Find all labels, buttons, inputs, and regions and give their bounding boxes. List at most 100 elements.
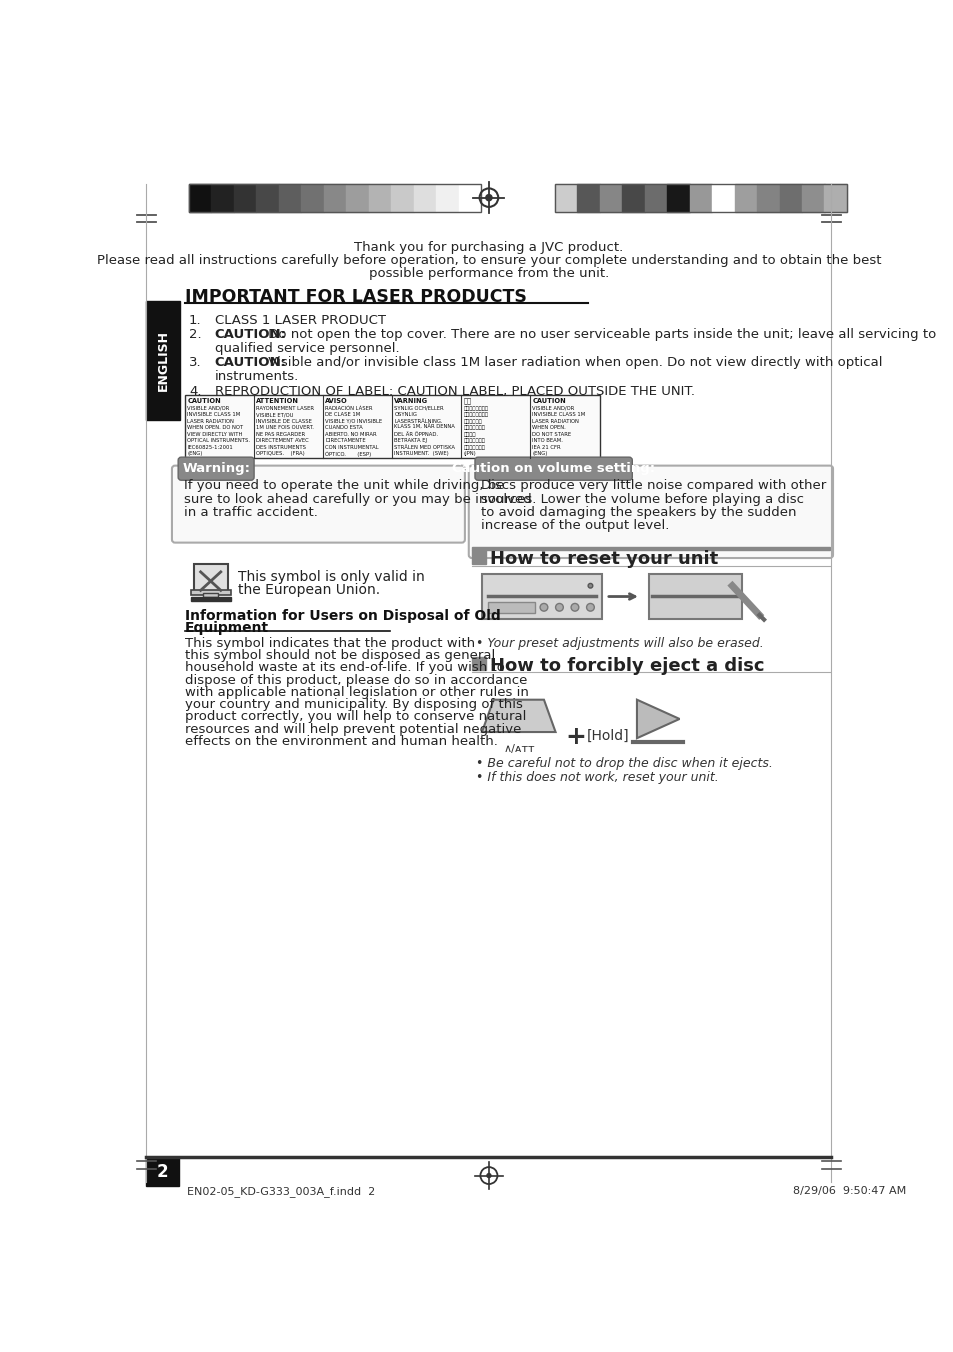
Bar <box>191 596 231 602</box>
Bar <box>391 184 414 211</box>
Text: CAUTION: CAUTION <box>532 397 565 404</box>
Bar <box>146 301 180 420</box>
Text: • Be careful not to drop the disc when it ejects.: • Be careful not to drop the disc when i… <box>476 757 772 771</box>
Text: レーザー放射が: レーザー放射が <box>463 425 485 430</box>
Bar <box>621 184 644 211</box>
Text: in a traffic accident.: in a traffic accident. <box>184 506 318 519</box>
Text: LASER RADIATION: LASER RADIATION <box>532 419 578 423</box>
Text: ここを開くと視覚: ここを開くと視覚 <box>463 406 488 411</box>
Text: AVISO: AVISO <box>325 397 348 404</box>
Bar <box>436 184 458 211</box>
Text: 光学機器を使用: 光学機器を使用 <box>463 438 485 443</box>
Bar <box>278 184 301 211</box>
Text: IEC60825-1:2001: IEC60825-1:2001 <box>187 445 233 450</box>
Bar <box>458 184 480 211</box>
Text: effects on the environment and human health.: effects on the environment and human hea… <box>185 735 497 748</box>
Text: INSTRUMENT.  (SWE): INSTRUMENT. (SWE) <box>394 452 449 457</box>
Text: LASER RADIATION: LASER RADIATION <box>187 419 234 423</box>
Text: 3.: 3. <box>189 357 201 369</box>
Text: DIRECTAMENTE: DIRECTAMENTE <box>325 438 366 443</box>
Bar <box>644 184 666 211</box>
Text: のクラス１Ｍ: のクラス１Ｍ <box>463 419 481 423</box>
FancyBboxPatch shape <box>468 465 832 558</box>
Text: dispose of this product, please do so in accordance: dispose of this product, please do so in… <box>185 673 527 687</box>
Text: ABIERTO. NO MIRAR: ABIERTO. NO MIRAR <box>325 431 376 437</box>
Text: Discs produce very little noise compared with other: Discs produce very little noise compared… <box>480 480 825 492</box>
Bar <box>757 184 779 211</box>
Text: How to forcibly eject a disc: How to forcibly eject a disc <box>490 657 764 675</box>
Text: INTO BEAM.: INTO BEAM. <box>532 438 562 443</box>
Text: This symbol indicates that the product with: This symbol indicates that the product w… <box>185 637 475 649</box>
Text: STRÅLEN MED OPTISKA: STRÅLEN MED OPTISKA <box>394 445 455 450</box>
Text: DES INSTRUMENTS: DES INSTRUMENTS <box>256 445 306 450</box>
Text: household waste at its end-of-life. If you wish to: household waste at its end-of-life. If y… <box>185 661 504 675</box>
Circle shape <box>539 603 547 611</box>
Circle shape <box>485 195 492 200</box>
Bar <box>233 184 256 211</box>
Bar <box>823 184 846 211</box>
Bar <box>189 184 212 211</box>
Circle shape <box>586 603 594 611</box>
Text: your country and municipality. By disposing of this: your country and municipality. By dispos… <box>185 698 522 711</box>
Text: 2.: 2. <box>189 327 201 341</box>
Text: This symbol is only valid in: This symbol is only valid in <box>237 571 424 584</box>
Bar <box>599 184 621 211</box>
Bar <box>734 184 757 211</box>
Text: Do not open the top cover. There are no user serviceable parts inside the unit; : Do not open the top cover. There are no … <box>264 327 936 341</box>
Text: possible performance from the unit.: possible performance from the unit. <box>369 266 608 280</box>
Text: ないで下さい。: ないで下さい。 <box>463 445 485 450</box>
Text: DIRECTEMENT AVEC: DIRECTEMENT AVEC <box>256 438 309 443</box>
Text: REPRODUCTION OF LABEL: CAUTION LABEL, PLACED OUTSIDE THE UNIT.: REPRODUCTION OF LABEL: CAUTION LABEL, PL… <box>214 385 694 397</box>
Bar <box>801 184 823 211</box>
Text: Visible and/or invisible class 1M laser radiation when open. Do not view directl: Visible and/or invisible class 1M laser … <box>264 357 882 369</box>
Bar <box>256 184 278 211</box>
Bar <box>414 184 436 211</box>
Text: DO NOT STARE: DO NOT STARE <box>532 431 571 437</box>
Text: instruments.: instruments. <box>214 370 298 383</box>
Bar <box>301 184 323 211</box>
Bar <box>472 657 485 671</box>
Text: Information for Users on Disposal of Old: Information for Users on Disposal of Old <box>185 608 500 623</box>
Text: VISIBLE AND/OR: VISIBLE AND/OR <box>532 406 574 411</box>
Bar <box>212 184 233 211</box>
Text: product correctly, you will help to conserve natural: product correctly, you will help to cons… <box>185 711 526 723</box>
Text: Warning:: Warning: <box>182 462 250 475</box>
Text: OPTIQUES.    (FRA): OPTIQUES. (FRA) <box>256 452 305 457</box>
Text: RADIACIÓN LÁSER: RADIACIÓN LÁSER <box>325 406 373 411</box>
Text: OSYNLIG: OSYNLIG <box>394 412 416 418</box>
Bar <box>189 184 480 211</box>
Text: WHEN OPEN. DO NOT: WHEN OPEN. DO NOT <box>187 425 243 430</box>
Text: with applicable national legislation or other rules in: with applicable national legislation or … <box>185 685 529 699</box>
Text: Caution on volume setting:: Caution on volume setting: <box>451 462 654 475</box>
Text: BETRAKTA EJ: BETRAKTA EJ <box>394 438 427 443</box>
FancyBboxPatch shape <box>172 465 464 542</box>
Bar <box>555 184 846 211</box>
Text: • If this does not work, reset your unit.: • If this does not work, reset your unit… <box>476 771 718 784</box>
Text: INVISIBLE CLASS 1M: INVISIBLE CLASS 1M <box>187 412 240 418</box>
Text: ENGLISH: ENGLISH <box>156 330 170 391</box>
Text: CON INSTRUMENTAL: CON INSTRUMENTAL <box>325 445 378 450</box>
Text: INVISIBLE CLASS 1M: INVISIBLE CLASS 1M <box>532 412 585 418</box>
Text: sure to look ahead carefully or you may be involved: sure to look ahead carefully or you may … <box>184 492 532 506</box>
Text: to avoid damaging the speakers by the sudden: to avoid damaging the speakers by the su… <box>480 506 796 519</box>
Circle shape <box>571 603 578 611</box>
Text: 1M UNE FOIS OUVERT.: 1M UNE FOIS OUVERT. <box>256 425 314 430</box>
Text: EN02-05_KD-G333_003A_f.indd  2: EN02-05_KD-G333_003A_f.indd 2 <box>187 1186 375 1198</box>
Bar <box>146 1157 179 1186</box>
Bar <box>488 602 534 612</box>
Text: CUANDO ESTA: CUANDO ESTA <box>325 425 363 430</box>
Text: IMPORTANT FOR LASER PRODUCTS: IMPORTANT FOR LASER PRODUCTS <box>185 288 526 306</box>
Text: OPTICAL INSTRUMENTS.: OPTICAL INSTRUMENTS. <box>187 438 251 443</box>
Text: RAYONNEMENT LASER: RAYONNEMENT LASER <box>256 406 314 411</box>
Text: sources. Lower the volume before playing a disc: sources. Lower the volume before playing… <box>480 492 803 506</box>
Polygon shape <box>637 700 679 738</box>
Bar <box>481 575 601 619</box>
Bar <box>369 184 391 211</box>
Text: [Hold]: [Hold] <box>586 729 629 744</box>
Bar <box>689 184 711 211</box>
Text: +: + <box>565 725 586 749</box>
Text: CAUTION:: CAUTION: <box>214 357 286 369</box>
Text: CAUTION:: CAUTION: <box>214 327 286 341</box>
Bar <box>555 184 577 211</box>
Text: Thank you for purchasing a JVC product.: Thank you for purchasing a JVC product. <box>354 241 623 254</box>
